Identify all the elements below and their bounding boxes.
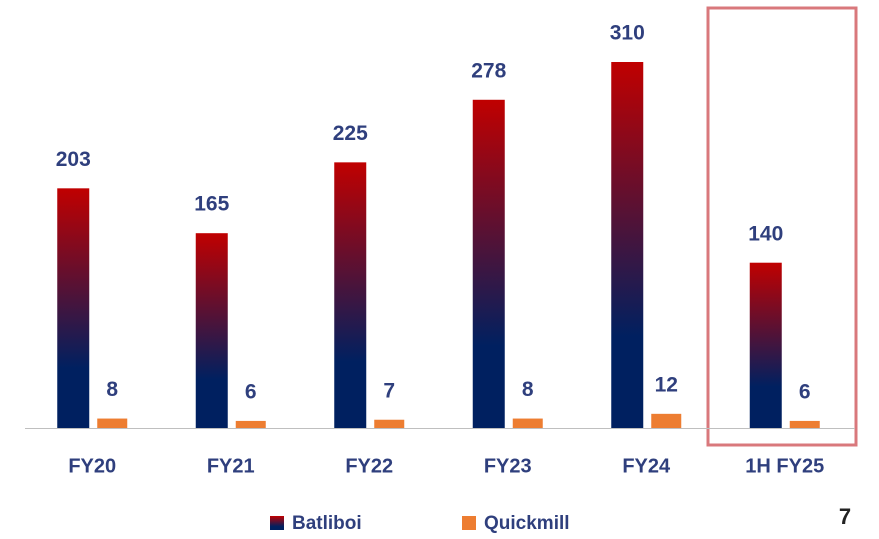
highlight-box bbox=[706, 6, 858, 447]
bar bbox=[651, 413, 682, 428]
bar bbox=[789, 420, 820, 428]
data-label: 12 bbox=[655, 373, 678, 396]
bar bbox=[195, 233, 228, 428]
bar bbox=[235, 420, 266, 428]
x-tick-label: FY23 bbox=[484, 455, 532, 477]
legend-marker bbox=[270, 516, 284, 530]
data-label: 310 bbox=[610, 22, 645, 45]
legend-marker bbox=[462, 516, 476, 530]
bar bbox=[512, 418, 543, 428]
x-tick-label: 1H FY25 bbox=[745, 455, 824, 477]
bar bbox=[611, 62, 644, 428]
bar bbox=[472, 99, 505, 429]
bar bbox=[749, 262, 782, 428]
data-label: 225 bbox=[333, 122, 368, 145]
x-tick-label: FY22 bbox=[345, 455, 393, 477]
data-label: 6 bbox=[799, 380, 811, 403]
x-tick-label: FY24 bbox=[622, 455, 671, 477]
x-tick-label: FY20 bbox=[68, 455, 116, 477]
legend-label: Quickmill bbox=[484, 513, 570, 534]
data-label: 140 bbox=[748, 222, 783, 245]
data-label: 203 bbox=[56, 148, 91, 171]
bar bbox=[334, 162, 367, 428]
data-label: 8 bbox=[522, 378, 534, 401]
x-tick-label: FY21 bbox=[207, 455, 255, 477]
data-label: 165 bbox=[194, 193, 229, 216]
page-number: 7 bbox=[839, 504, 851, 529]
bar bbox=[97, 418, 128, 428]
data-label: 7 bbox=[383, 379, 395, 402]
bar bbox=[57, 188, 90, 428]
data-label: 278 bbox=[471, 59, 506, 82]
legend-label: Batliboi bbox=[292, 513, 362, 534]
data-label: 8 bbox=[106, 378, 118, 401]
data-label: 6 bbox=[245, 380, 257, 403]
bar bbox=[374, 419, 405, 428]
